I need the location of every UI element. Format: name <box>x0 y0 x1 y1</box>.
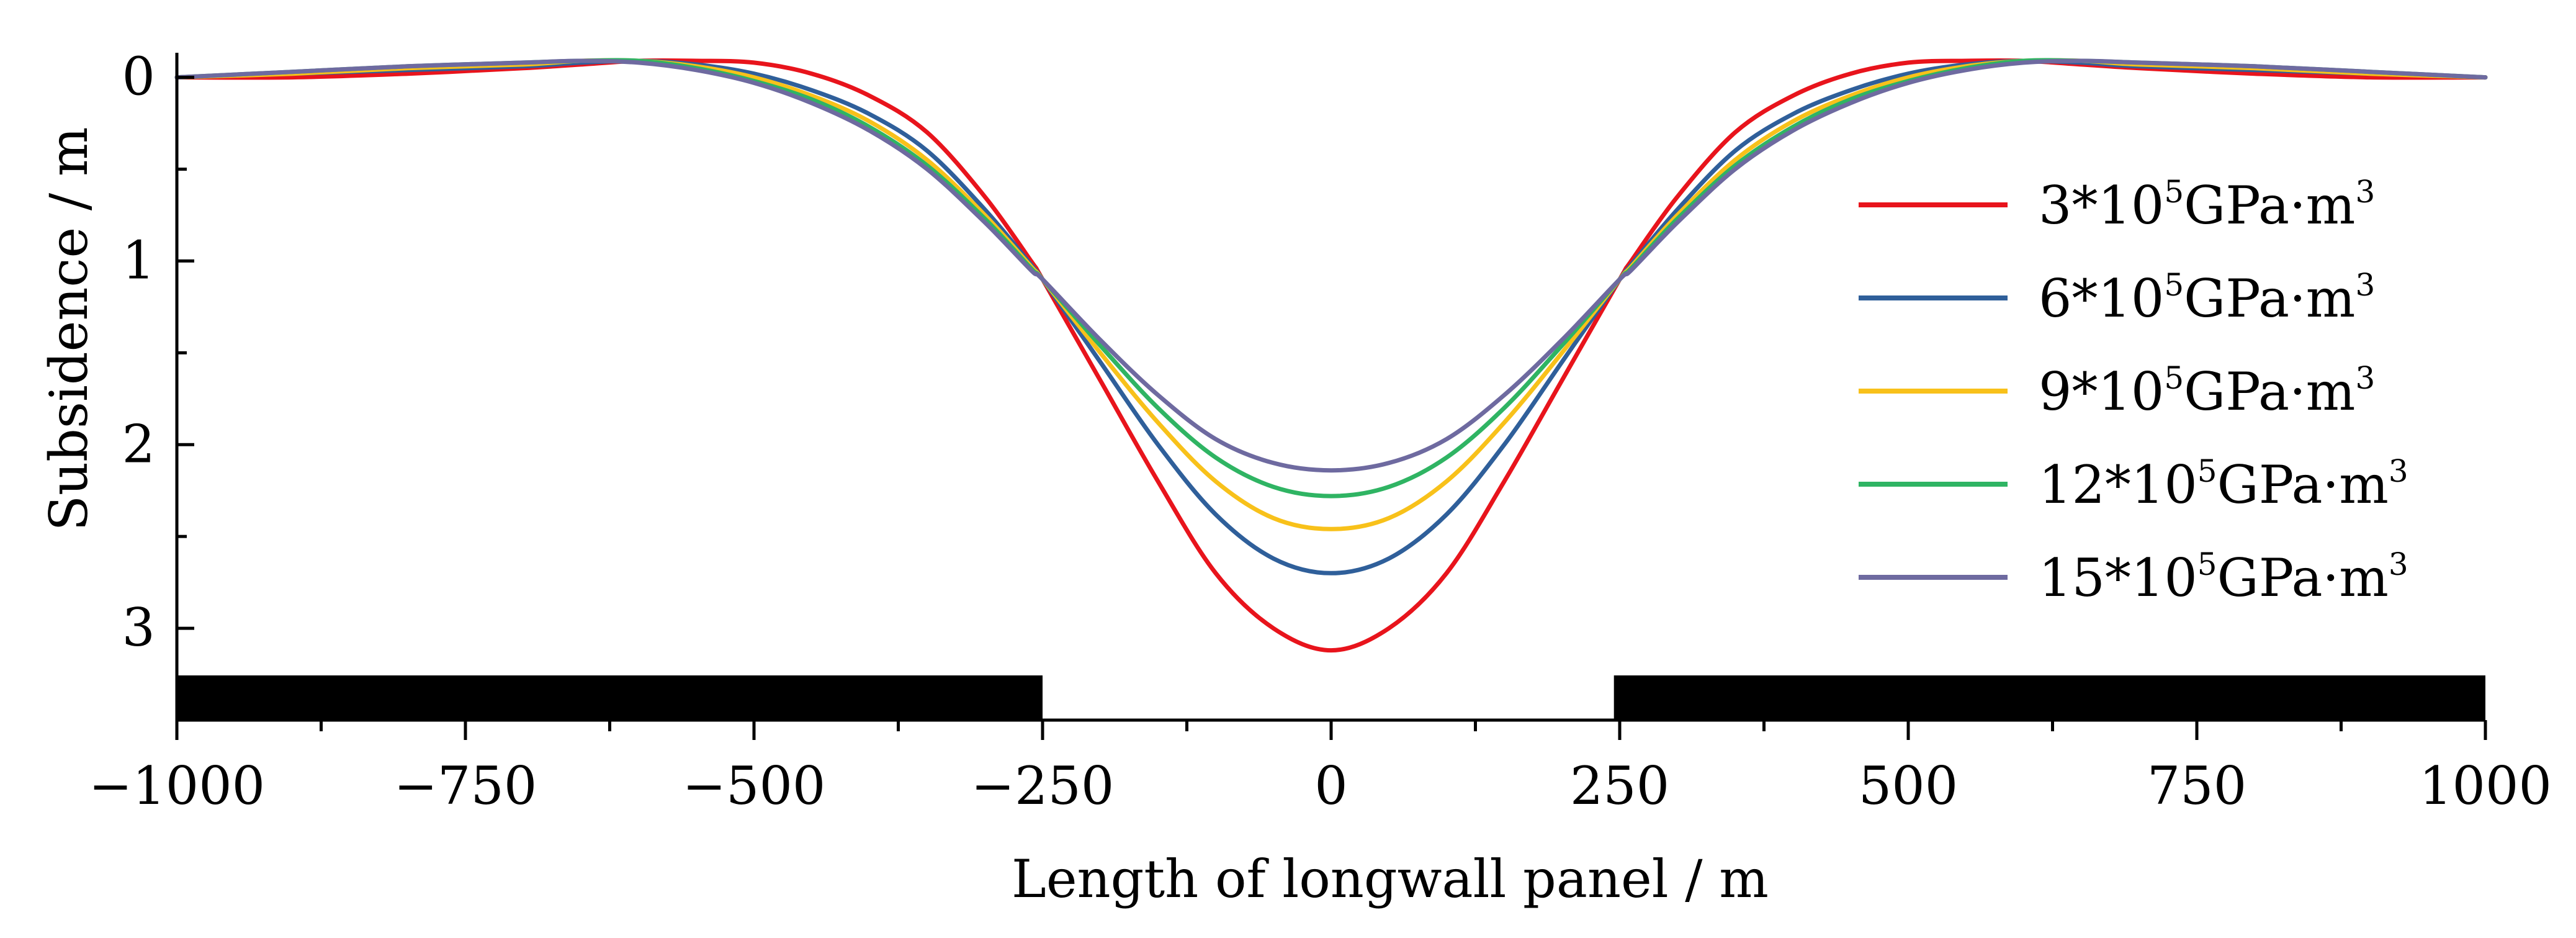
y-tick-label: 2 <box>122 413 155 474</box>
legend: 3*105GPa·m3 6*105GPa·m3 9*105GPa·m3 12*105G… <box>1859 174 2408 608</box>
x-tick-label: 0 <box>1314 755 1347 816</box>
x-tick-label: 500 <box>1859 755 1958 816</box>
y-axis-title: Subsidence / m <box>38 127 99 531</box>
x-axis-title: Length of longwall panel / m <box>1012 849 1769 909</box>
legend-label: 12*105GPa·m3 <box>2039 453 2408 515</box>
y-tick-label: 3 <box>122 597 155 658</box>
axes-layer: −1000 −750 −500 −250 0 250 500 750 1000 0 1 2 3 <box>89 47 2552 816</box>
x-tick-label: 1000 <box>2419 755 2552 816</box>
series-line-1 <box>174 58 2488 653</box>
series-layer <box>174 58 2488 653</box>
legend-label: 6*105GPa·m3 <box>2039 267 2375 329</box>
legend-label: 9*105GPa·m3 <box>2039 360 2375 422</box>
y-tick-label: 1 <box>122 230 155 291</box>
x-tick-label: 250 <box>1570 755 1669 816</box>
x-tick-label: −500 <box>683 755 826 816</box>
y-tick-label: 0 <box>122 47 155 107</box>
coal-block-left <box>177 675 1043 720</box>
coal-block-right <box>1613 675 2485 720</box>
legend-label: 15*105GPa·m3 <box>2039 546 2408 608</box>
x-tick-label: −750 <box>394 755 537 816</box>
series-line-5 <box>174 58 2488 473</box>
x-tick-label: 750 <box>2147 755 2246 816</box>
plot-area <box>177 675 2485 720</box>
x-tick-label: −1000 <box>89 755 265 816</box>
x-tick-label: −250 <box>971 755 1115 816</box>
legend-label: 3*105GPa·m3 <box>2039 174 2375 236</box>
